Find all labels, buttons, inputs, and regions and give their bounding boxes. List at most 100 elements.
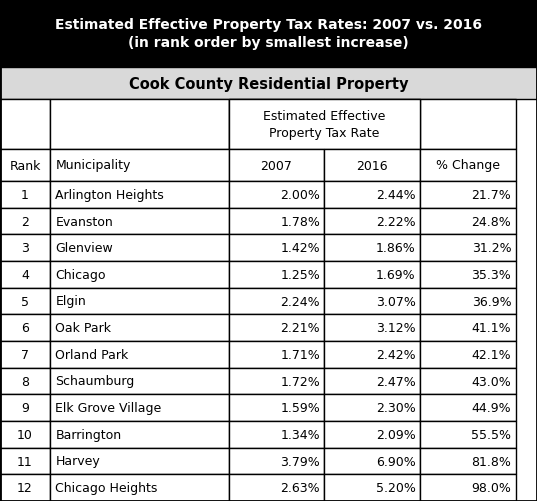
Bar [0,150,50,182]
Bar [420,100,516,150]
Bar [229,341,324,368]
Bar [0,262,50,288]
Text: 6.90%: 6.90% [376,454,416,467]
Bar [0,315,50,341]
Bar [420,474,516,501]
Bar [420,421,516,448]
Text: 2.30%: 2.30% [376,401,416,414]
Bar [229,315,324,341]
Text: Elk Grove Village: Elk Grove Village [55,401,162,414]
Text: Barrington: Barrington [55,428,121,441]
Text: Oak Park: Oak Park [55,322,111,335]
Bar [50,448,229,474]
Text: 2: 2 [21,215,29,228]
Bar [420,368,516,395]
Bar [229,100,420,150]
Bar [324,448,420,474]
Text: 55.5%: 55.5% [471,428,511,441]
Bar [324,395,420,421]
Text: 2.44%: 2.44% [376,188,416,201]
Text: 12: 12 [17,481,33,494]
Bar [50,421,229,448]
Bar [420,235,516,262]
Bar [0,288,50,315]
Text: Schaumburg: Schaumburg [55,375,135,388]
Bar [324,182,420,208]
Text: % Change: % Change [436,159,500,172]
Text: 43.0%: 43.0% [471,375,511,388]
Bar [50,235,229,262]
Bar [0,100,50,150]
Text: 1.69%: 1.69% [376,269,416,281]
Text: Arlington Heights: Arlington Heights [55,188,164,201]
Text: 2.47%: 2.47% [376,375,416,388]
Text: Cook County Residential Property: Cook County Residential Property [129,76,408,91]
Bar [50,395,229,421]
Bar [229,182,324,208]
Bar [0,208,50,235]
Text: 2.24%: 2.24% [280,295,320,308]
Text: 2.63%: 2.63% [280,481,320,494]
Bar [229,262,324,288]
Bar [50,182,229,208]
Text: 1.86%: 1.86% [376,241,416,255]
Text: Estimated Effective
Property Tax Rate: Estimated Effective Property Tax Rate [263,110,386,139]
Bar [0,68,537,100]
Text: 44.9%: 44.9% [471,401,511,414]
Text: Rank: Rank [9,159,41,172]
Text: 6: 6 [21,322,29,335]
Bar [50,474,229,501]
Bar [229,474,324,501]
Text: 4: 4 [21,269,29,281]
Text: 1.34%: 1.34% [280,428,320,441]
Bar [324,288,420,315]
Bar [420,262,516,288]
Text: 5.20%: 5.20% [376,481,416,494]
Text: 1.59%: 1.59% [280,401,320,414]
Bar [229,150,324,182]
Text: Chicago: Chicago [55,269,106,281]
Text: 2.00%: 2.00% [280,188,320,201]
Bar [324,150,420,182]
Bar [420,341,516,368]
Text: 98.0%: 98.0% [471,481,511,494]
Text: 1.42%: 1.42% [280,241,320,255]
Bar [0,235,50,262]
Text: 2.42%: 2.42% [376,348,416,361]
Text: 1.25%: 1.25% [280,269,320,281]
Bar [0,368,50,395]
Bar [50,208,229,235]
Bar [420,315,516,341]
Bar [50,100,229,150]
Text: 3: 3 [21,241,29,255]
Text: 31.2%: 31.2% [471,241,511,255]
Bar [324,235,420,262]
Bar [50,262,229,288]
Bar [0,421,50,448]
Text: Municipality: Municipality [55,159,130,172]
Bar [324,262,420,288]
Text: 3.79%: 3.79% [280,454,320,467]
Text: Orland Park: Orland Park [55,348,128,361]
Bar [229,100,324,150]
Text: Glenview: Glenview [55,241,113,255]
Bar [229,368,324,395]
Bar [324,100,420,150]
Text: 3.07%: 3.07% [376,295,416,308]
Text: Chicago Heights: Chicago Heights [55,481,158,494]
Bar [420,182,516,208]
Bar [0,448,50,474]
Bar [0,0,537,68]
Text: Harvey: Harvey [55,454,100,467]
Text: 1: 1 [21,188,29,201]
Text: 1.71%: 1.71% [280,348,320,361]
Text: Estimated Effective Property Tax Rates: 2007 vs. 2016
(in rank order by smallest: Estimated Effective Property Tax Rates: … [55,18,482,50]
Text: 2007: 2007 [260,159,293,172]
Bar [324,315,420,341]
Text: 11: 11 [17,454,33,467]
Bar [50,150,229,182]
Bar [420,395,516,421]
Bar [420,448,516,474]
Text: 2016: 2016 [357,159,388,172]
Text: 8: 8 [21,375,29,388]
